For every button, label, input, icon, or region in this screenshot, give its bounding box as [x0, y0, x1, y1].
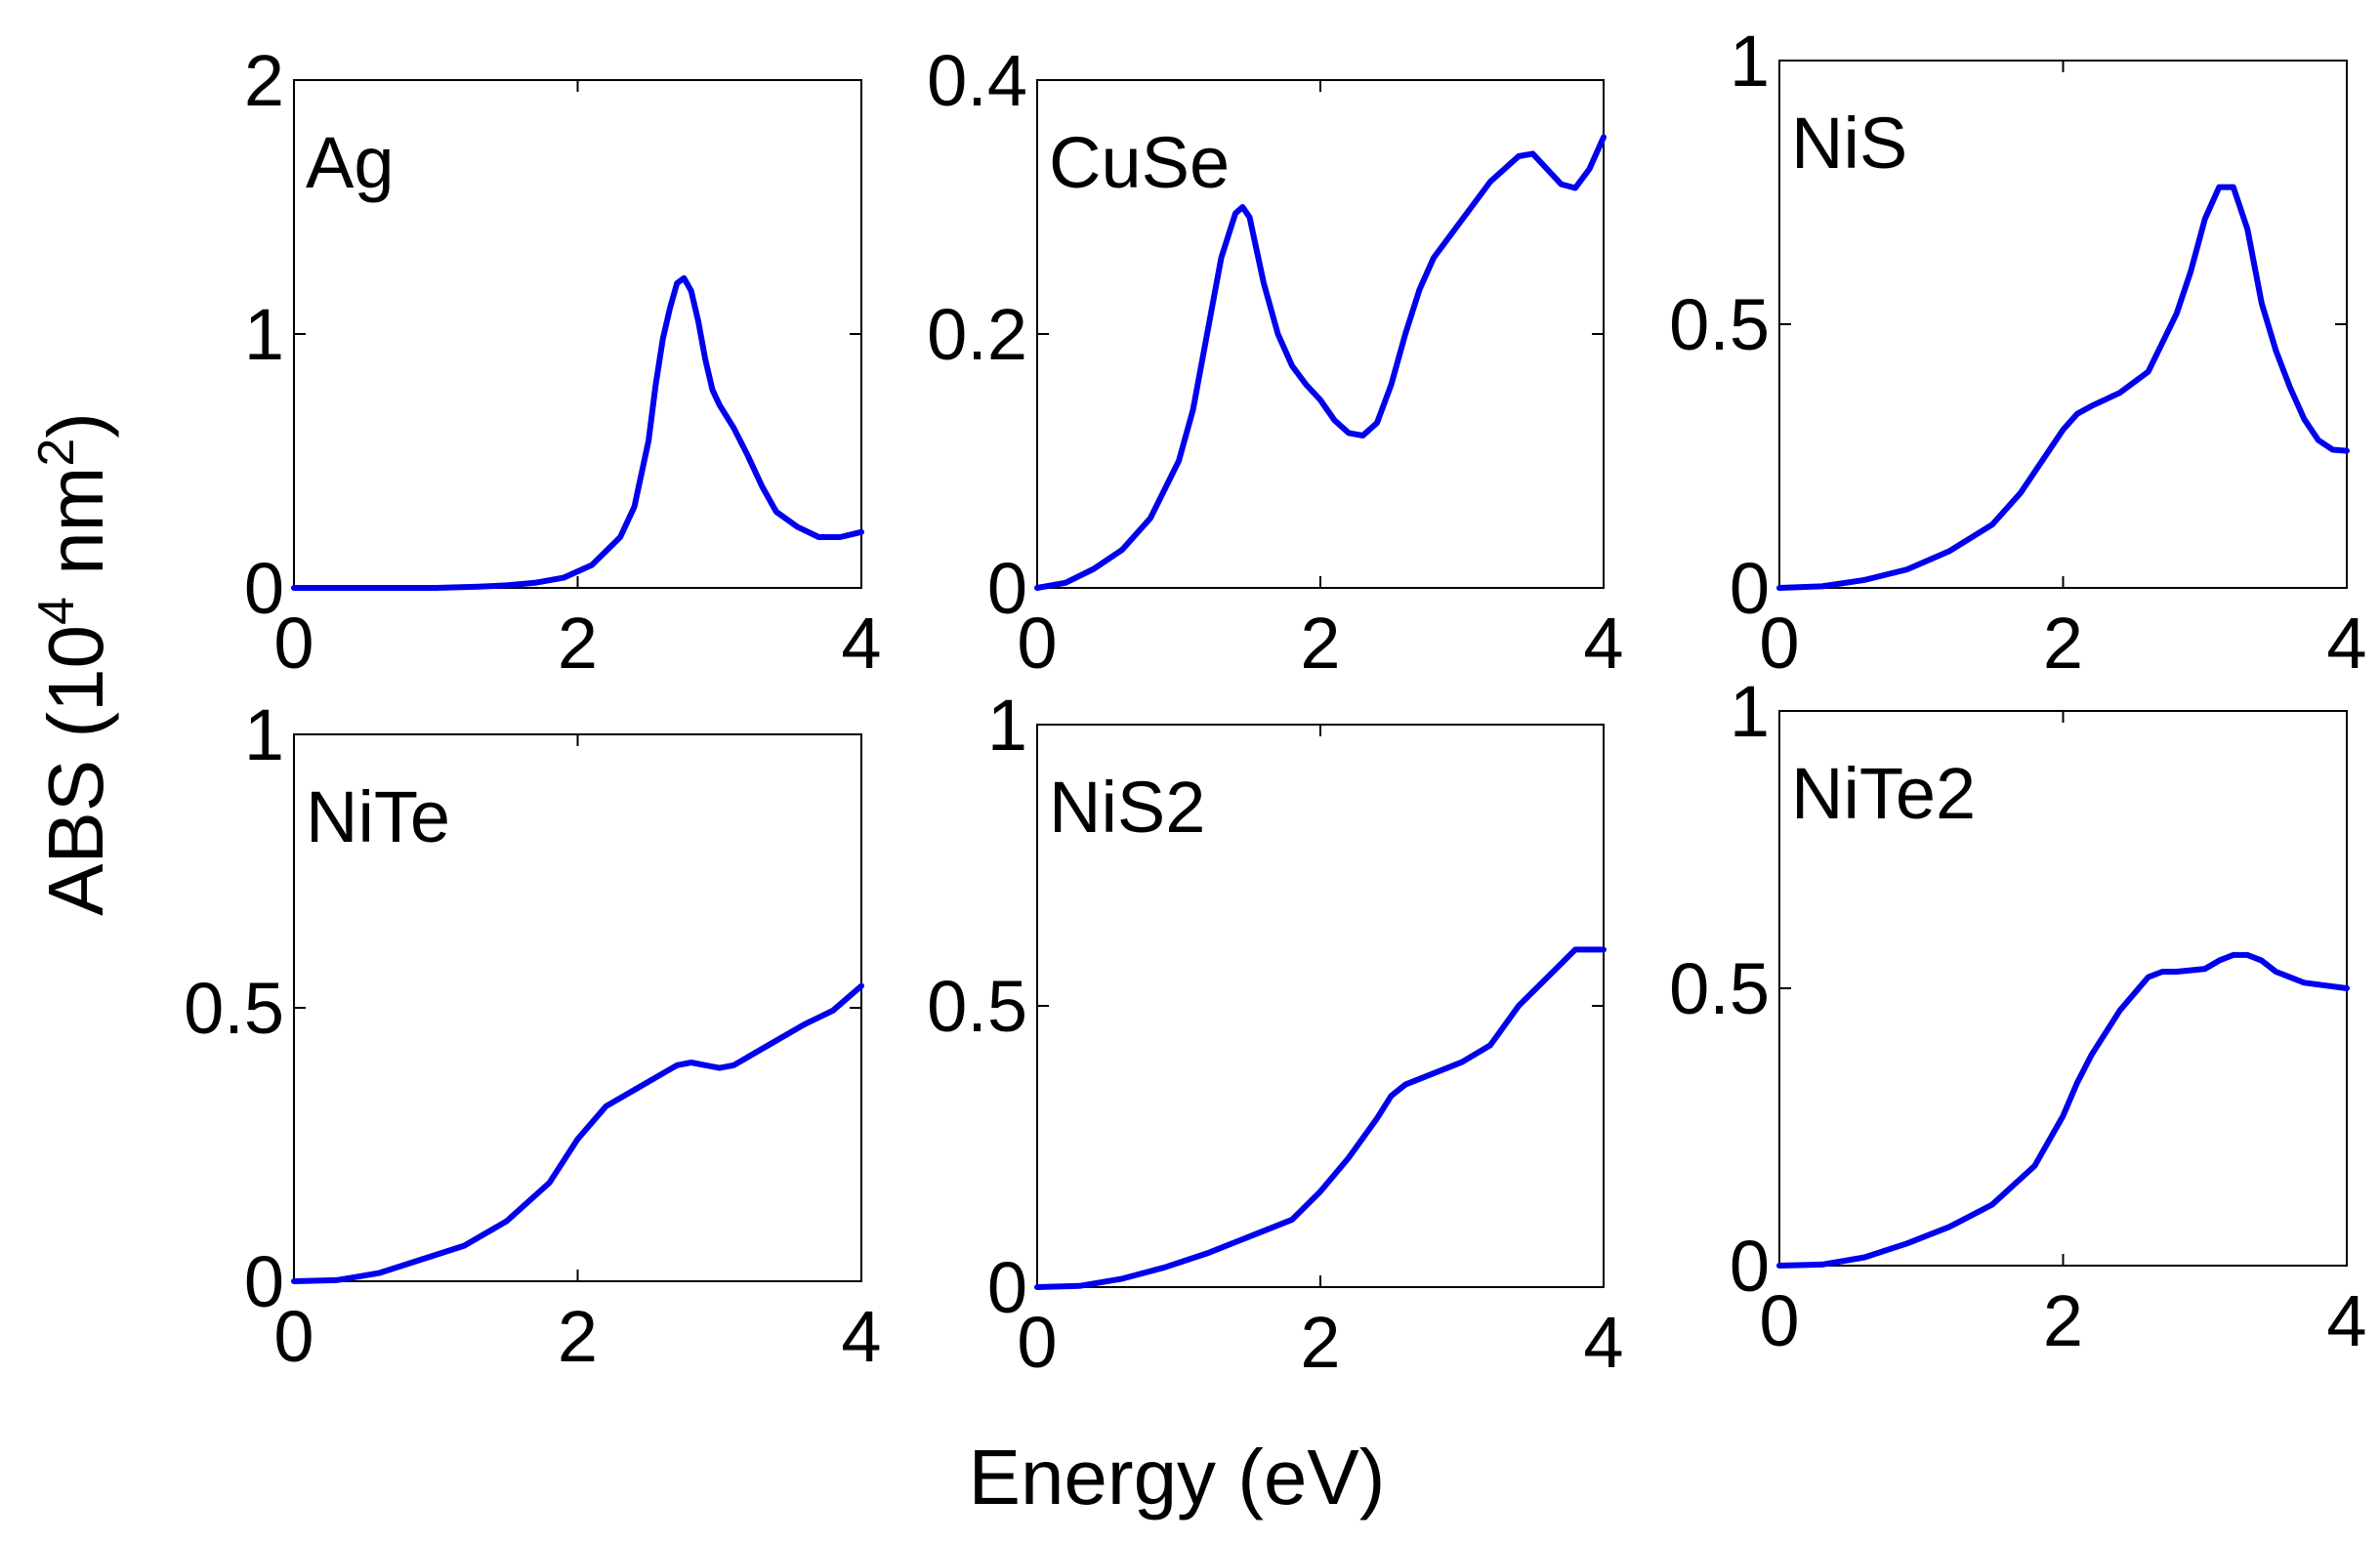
series-line-ag — [291, 274, 864, 591]
x-tick-label: 2 — [558, 603, 598, 684]
y-tick-label: 0.5 — [184, 968, 284, 1049]
panel-label: NiTe2 — [1791, 753, 1976, 834]
y-tick-label: 0.5 — [1669, 284, 1770, 365]
x-tick-label: 2 — [558, 1296, 598, 1377]
x-tick-label: 0 — [1017, 603, 1057, 684]
y-tick-label: 0.5 — [1669, 948, 1770, 1029]
x-tick-label: 0 — [1759, 1280, 1799, 1361]
y-tick-label: 0.5 — [927, 966, 1027, 1047]
series-line-nite — [291, 982, 864, 1284]
x-tick-label: 4 — [1583, 1302, 1623, 1383]
y-tick-label: 0 — [1730, 548, 1770, 629]
x-tick-label: 2 — [1300, 603, 1340, 684]
x-tick-label: 4 — [1583, 603, 1623, 684]
panel-label: NiS — [1791, 103, 1907, 184]
x-tick-label: 2 — [1300, 1302, 1340, 1383]
y-tick-label: 0 — [244, 1241, 284, 1322]
series-line-nis2 — [1034, 946, 1607, 1290]
panel-cuse: 0 2 4 0 0.2 0.4 CuSe — [927, 40, 1623, 684]
panel-label: NiS2 — [1049, 767, 1205, 848]
panel-nite2: 0 2 4 0 0.5 1 NiTe2 — [1669, 671, 2366, 1361]
x-tick-label: 4 — [841, 603, 881, 684]
x-tick-label: 4 — [841, 1296, 881, 1377]
panel-label: Ag — [306, 122, 395, 203]
x-tick-label: 0 — [273, 603, 313, 684]
panel-label: NiTe — [306, 776, 450, 857]
y-tick-label: 0.4 — [927, 40, 1027, 121]
x-tick-label: 0 — [1017, 1302, 1057, 1383]
y-tick-label: 1 — [244, 294, 284, 375]
y-tick-label: 2 — [244, 40, 284, 121]
y-tick-label: 1 — [987, 685, 1027, 766]
y-axis-exponent-2: 2 — [28, 438, 85, 467]
x-tick-label: 4 — [2326, 603, 2366, 684]
y-tick-label: 0 — [987, 548, 1027, 629]
y-tick-label: 0.2 — [927, 294, 1027, 375]
y-tick-label: 0 — [987, 1247, 1027, 1328]
y-tick-label: 0 — [244, 548, 284, 629]
panel-nite: 0 2 4 0 0.5 1 NiTe — [184, 694, 881, 1377]
series-line-nite2 — [1776, 951, 2350, 1269]
y-axis-title: ABS (104 nm2) — [28, 412, 119, 916]
x-tick-label: 2 — [2043, 603, 2083, 684]
panel-label: CuSe — [1049, 122, 1230, 203]
panel-nis: 0 2 4 0 0.5 1 NiS — [1669, 21, 2366, 684]
x-axis-title: Energy (eV) — [969, 1434, 1386, 1521]
x-tick-label: 0 — [273, 1296, 313, 1377]
y-tick-label: 1 — [244, 694, 284, 775]
series-line-cuse — [1034, 134, 1607, 591]
x-tick-label: 0 — [1759, 603, 1799, 684]
y-tick-label: 1 — [1730, 21, 1770, 102]
x-tick-label: 4 — [2326, 1280, 2366, 1361]
y-tick-label: 0 — [1730, 1226, 1770, 1307]
y-tick-label: 1 — [1730, 671, 1770, 752]
x-tick-label: 2 — [2043, 1280, 2083, 1361]
y-axis-exponent-1: 4 — [28, 597, 85, 625]
series-line-nis — [1776, 184, 2350, 591]
panel-ag: 0 2 4 0 1 2 Ag — [244, 40, 882, 684]
panel-nis2: 0 2 4 0 0.5 1 NiS2 — [927, 685, 1623, 1383]
